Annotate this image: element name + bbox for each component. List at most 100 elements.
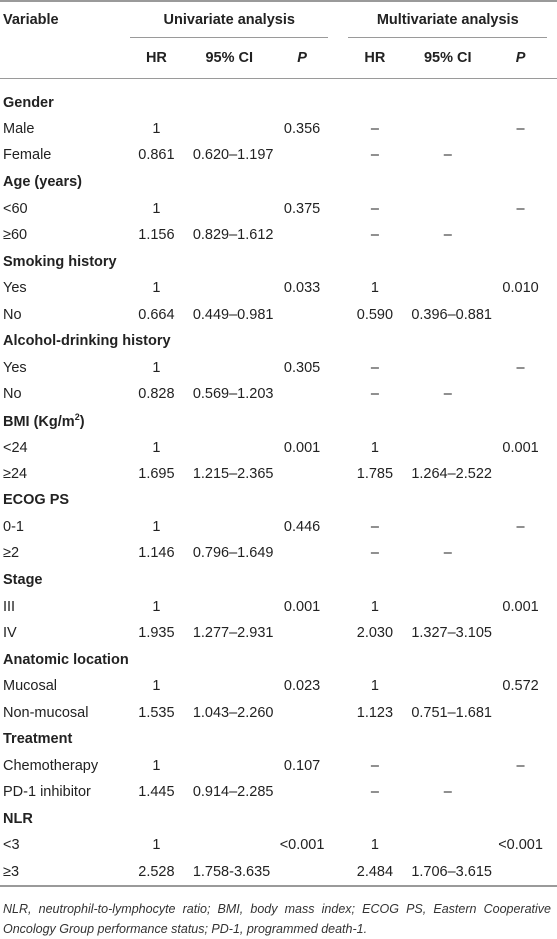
section-header-row: NLR	[0, 805, 557, 832]
uni-hr-cell: 0.828	[138, 386, 175, 403]
table-row: PD-1 inhibitor 1.445 0.914–2.285 – –	[0, 779, 557, 805]
uni-hr-cell: 1	[152, 359, 161, 376]
table-row: ≥2 1.146 0.796–1.649 – –	[0, 540, 557, 566]
uni-p-cell	[266, 381, 339, 407]
row-label: ≥24	[3, 465, 28, 482]
uni-hr-cell: 1.156	[138, 227, 175, 244]
section-title: Treatment	[3, 731, 73, 748]
uni-p-cell: 0.107	[283, 757, 321, 774]
uni-ci-cell: 0.620–1.197	[192, 147, 274, 164]
multi-p-cell	[484, 381, 557, 407]
header-row-columns: HR 95% CI P HR 95% CI P	[0, 38, 557, 79]
row-label: PD-1 inhibitor	[3, 784, 91, 801]
table-row: Non-mucosal 1.535 1.043–2.260 1.123 0.751–1.…	[0, 699, 557, 725]
row-label: 0-1	[3, 519, 24, 536]
uni-ci-cell	[193, 116, 266, 142]
uni-p-cell: 0.001	[283, 439, 321, 456]
uni-ci-cell: 0.569–1.203	[192, 386, 274, 403]
multi-hr-cell: –	[370, 784, 379, 801]
multi-ci-header: 95% CI	[411, 38, 485, 79]
multi-ci-cell	[411, 196, 484, 222]
multi-ci-cell: 0.396–0.881	[411, 306, 492, 323]
multi-p-cell: –	[516, 519, 525, 536]
uni-p-header: P	[265, 38, 339, 79]
uni-p-cell: <0.001	[279, 837, 325, 854]
multi-hr-cell: –	[370, 121, 379, 138]
uni-hr-cell: 1	[152, 280, 161, 297]
uni-p-cell	[266, 699, 339, 725]
section-header-row: Stage	[0, 567, 557, 594]
uni-p-cell: 0.033	[283, 280, 321, 297]
uni-p-cell	[266, 461, 339, 487]
row-label: IV	[3, 625, 17, 641]
uni-hr-cell: 1.535	[138, 704, 175, 721]
uni-ci-cell	[193, 196, 266, 222]
section-title: NLR	[3, 810, 33, 827]
multi-ci-cell	[411, 275, 484, 301]
uni-ci-cell	[193, 434, 266, 460]
multi-p-cell	[484, 540, 557, 566]
uni-hr-cell: 1	[152, 757, 161, 774]
multi-hr-cell: –	[370, 386, 379, 403]
multi-hr-cell: –	[370, 519, 379, 536]
section-title: Age (years)	[3, 174, 82, 191]
multi-ci-cell: –	[443, 784, 452, 801]
multi-hr-cell: –	[370, 757, 379, 774]
table-row: IV 1.935 1.277–2.931 2.030 1.327–3.105	[0, 620, 557, 646]
uni-ci-cell	[193, 832, 266, 858]
uni-ci-cell: 0.796–1.649	[192, 545, 274, 562]
multi-hr-header: HR	[338, 38, 412, 79]
uni-ci-cell: 1.277–2.931	[192, 625, 274, 641]
table-row: Yes 1 0.033 1 0.010	[0, 275, 557, 301]
multi-hr-cell: 0.590	[356, 306, 394, 323]
table-row: <3 1 <0.001 1 <0.001	[0, 832, 557, 858]
multi-ci-cell: –	[443, 545, 452, 562]
multi-hr-cell: 2.030	[356, 625, 394, 641]
table-row: Yes 1 0.305 – –	[0, 355, 557, 381]
uni-hr-cell: 1.146	[138, 545, 175, 562]
table-row: Mucosal 1 0.023 1 0.572	[0, 673, 557, 699]
multi-ci-cell	[411, 355, 484, 381]
multi-hr-cell: –	[370, 227, 379, 244]
row-label: Female	[3, 147, 52, 164]
uni-ci-cell: 0.449–0.981	[192, 306, 274, 323]
multi-p-cell	[484, 301, 557, 327]
uni-hr-cell: 1.695	[138, 465, 175, 482]
uni-p-cell	[266, 301, 339, 327]
header-row-groups: Variable Univariate analysis Multivariat…	[0, 1, 557, 38]
multi-p-cell	[484, 461, 557, 487]
table-row: Female 0.861 0.620–1.197 – –	[0, 142, 557, 168]
multi-hr-cell: 1.123	[356, 704, 394, 721]
multi-p-cell: 0.572	[502, 678, 539, 695]
uni-hr-cell: 1	[152, 837, 161, 854]
table-row: Male 1 0.356 – –	[0, 116, 557, 142]
multi-p-cell	[484, 142, 557, 168]
row-label: Mucosal	[3, 678, 57, 695]
multi-ci-cell	[411, 673, 484, 699]
multi-ci-cell: –	[443, 386, 452, 403]
uni-p-cell	[266, 620, 339, 646]
multi-p-cell: 0.001	[502, 598, 539, 615]
multi-p-cell: 0.001	[502, 439, 539, 456]
multi-hr-cell: –	[370, 147, 379, 164]
multi-p-cell	[484, 699, 557, 725]
multi-p-cell: <0.001	[498, 837, 543, 854]
multi-hr-cell: –	[370, 545, 379, 562]
section-title: Alcohol-drinking history	[3, 333, 171, 350]
table-footnote: NLR, neutrophil-to-lymphocyte ratio; BMI…	[3, 901, 551, 936]
row-label: <24	[3, 439, 28, 456]
multi-p-cell: 0.010	[502, 280, 539, 297]
multi-p-cell	[484, 858, 557, 887]
multi-hr-cell: 2.484	[338, 858, 412, 887]
table-row: No 0.664 0.449–0.981 0.590 0.396–0.881	[0, 301, 557, 327]
uni-p-cell: 0.375	[283, 200, 321, 217]
section-header-row: Age (years)	[0, 169, 557, 196]
uni-p-cell: 0.356	[283, 121, 321, 138]
multi-p-cell: –	[516, 200, 525, 217]
uni-ci-cell: 1.043–2.260	[192, 704, 274, 721]
row-label: ≥3	[0, 858, 120, 887]
multi-hr-cell: 1	[370, 837, 379, 854]
table-row: III 1 0.001 1 0.001	[0, 594, 557, 620]
table-row: ≥3 2.528 1.758-3.635 2.484 1.706–3.615	[0, 858, 557, 887]
section-header-row: Gender	[0, 79, 557, 117]
